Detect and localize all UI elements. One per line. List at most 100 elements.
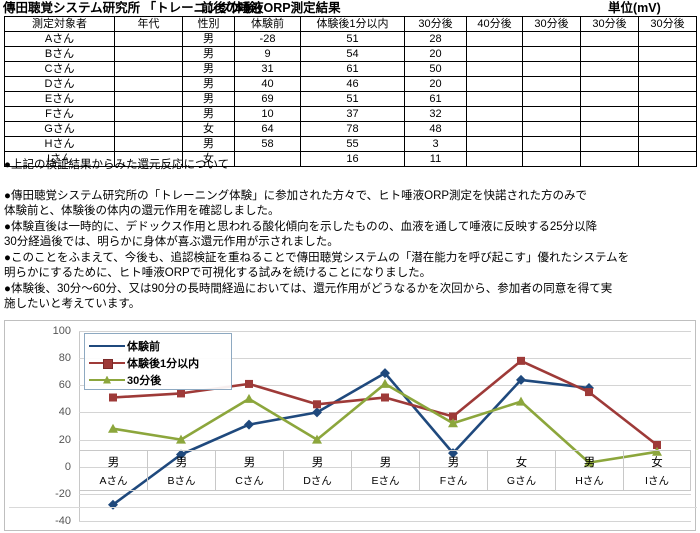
cell-extra1 (522, 31, 581, 47)
cell-age (114, 31, 183, 47)
table-row: Iさん女 16 11 (4, 151, 697, 167)
cell-after40 (466, 31, 523, 47)
gridline (79, 331, 691, 332)
y-tick-label: 100 (52, 325, 71, 337)
cell-before: 10 (234, 106, 301, 122)
cell-sex: 男 (182, 46, 235, 62)
cell-extra1 (522, 46, 581, 62)
table-row: Eさん 男 69 51 61 (4, 91, 697, 107)
x-category-label: Fさん (439, 475, 468, 487)
notes-line: ●体験直後は一時的に、デドックス作用と思われる酸化傾向を示したものの、血液を通し… (4, 220, 598, 233)
x-category-sex: 男 (447, 457, 460, 469)
x-category-cell: 男 Cさん (215, 450, 283, 491)
series-marker-2 (109, 393, 117, 402)
series-marker-3 (584, 457, 594, 467)
series-marker-2 (177, 389, 185, 398)
cell-after1: 51 (300, 31, 405, 47)
cell-after40 (466, 61, 523, 77)
col-header-extra2: 30分後 (580, 16, 639, 32)
series-marker-2 (517, 356, 525, 365)
cell-extra2 (580, 31, 639, 47)
notes-line: ●上記の検証結果からみた還元反応について (4, 159, 230, 171)
cell-extra3 (638, 46, 697, 62)
cell-after30: 20 (404, 46, 467, 62)
y-tick-label: 60 (58, 379, 71, 392)
cell-after40 (466, 106, 523, 122)
x-category-sex: 男 (311, 457, 324, 469)
cell-age (114, 61, 183, 77)
page-header: 傳田聴覚システム研究所 「トレーニング体験」 前後の唾液ORP測定結果 単位(m… (0, 0, 700, 16)
cell-extra2 (580, 91, 639, 107)
cell-after30: 11 (404, 151, 467, 167)
legend-item-after1: 体験後1分以内 (87, 354, 231, 371)
cell-after30: 20 (404, 76, 467, 92)
notes-line: ●傳田聴覚システム研究所の「トレーニング体験」に参加された方々で、ヒト唾液ORP… (4, 189, 588, 202)
cell-after30: 28 (404, 31, 467, 47)
series-marker-2 (381, 393, 389, 402)
series-marker-2 (245, 379, 253, 388)
notes-line: ●体験後、30分〜60分、又は90分の長時間経過においては、還元作用がどうなるか… (4, 282, 613, 295)
x-category-sex: 女 (515, 457, 528, 469)
cell-after1: 54 (300, 46, 405, 62)
series-marker-3 (244, 393, 254, 403)
table-row: Hさん 男 58 55 3 (4, 136, 697, 152)
cell-extra2 (580, 136, 639, 152)
cell-age (114, 106, 183, 122)
cell-after1: 16 (300, 151, 405, 167)
x-category-cell: 男 Fさん (419, 450, 487, 491)
table-header-row: 測定対象者 年代 性別 体験前 体験後1分以内 30分後 40分後 30分後 3… (4, 16, 697, 32)
cell-sex: 女 (182, 121, 235, 137)
x-category-cell: 女 Gさん (487, 450, 555, 491)
cell-age (114, 121, 183, 137)
y-tick-label: 0 (64, 460, 71, 473)
chart-x-category-grid: 男 Aさん 男 Bさん 男 Cさん 男 Dさん 男 Eさん 男 Fさん 女 Gさん 男 Hさん 女 Iさん (79, 450, 691, 491)
notes-line: ●このことをふまえて、今後も、追認検証を重ねることで傳田聴覚システムの「潜在能力… (4, 251, 630, 264)
cell-after30: 3 (404, 136, 467, 152)
notes-line: 30分経過後では、明らかに身体が喜ぶ還元作用が示されました。 (4, 236, 339, 248)
cell-extra3 (638, 136, 697, 152)
notes-spacer (4, 174, 698, 189)
cell-subject: Eさん (4, 91, 115, 107)
cell-extra2 (580, 121, 639, 137)
legend-label-before: 体験前 (127, 340, 160, 353)
x-category-cell: 男 Dさん (283, 450, 351, 491)
gridline (79, 466, 691, 468)
col-header-before: 体験前 (234, 16, 301, 32)
series-marker-2 (449, 412, 457, 421)
x-category-sex: 男 (243, 457, 256, 469)
cell-extra1 (522, 121, 581, 137)
x-category-sex: 男 (107, 457, 120, 469)
x-category-cell: 男 Hさん (555, 450, 623, 491)
x-category-label: Hさん (575, 475, 604, 487)
x-category-cell: 女 Iさん (623, 450, 691, 491)
gridline (79, 493, 691, 495)
x-category-label: Aさん (99, 475, 128, 487)
cell-age (114, 91, 183, 107)
chart-legend: 体験前 体験後1分以内 30分後 (84, 333, 232, 390)
legend-label-after1: 体験後1分以内 (127, 357, 200, 370)
cell-extra3 (638, 151, 697, 167)
chart-bottom-rule (9, 507, 697, 508)
cell-sex: 男 (182, 91, 235, 107)
series-marker-3 (380, 378, 390, 388)
series-marker-3 (516, 396, 526, 406)
y-tick-label: 40 (58, 406, 71, 419)
legend-key-before-icon (87, 340, 127, 352)
series-marker-3 (108, 423, 118, 433)
cell-subject: Iさん (4, 151, 115, 167)
series-marker-3 (312, 434, 322, 444)
cell-after1: 46 (300, 76, 405, 92)
series-marker-1 (108, 499, 118, 510)
cell-extra1 (522, 106, 581, 122)
x-category-label: Bさん (167, 475, 196, 487)
series-marker-1 (312, 407, 322, 418)
gridline (79, 521, 691, 522)
cell-after40 (466, 46, 523, 62)
cell-before: 40 (234, 76, 301, 92)
x-category-sex: 女 (651, 457, 663, 469)
cell-extra3 (638, 106, 697, 122)
col-header-after30: 30分後 (404, 16, 467, 32)
col-header-subject: 測定対象者 (4, 16, 115, 32)
col-header-after1: 体験後1分以内 (300, 16, 405, 32)
cell-subject: Aさん (4, 31, 115, 47)
